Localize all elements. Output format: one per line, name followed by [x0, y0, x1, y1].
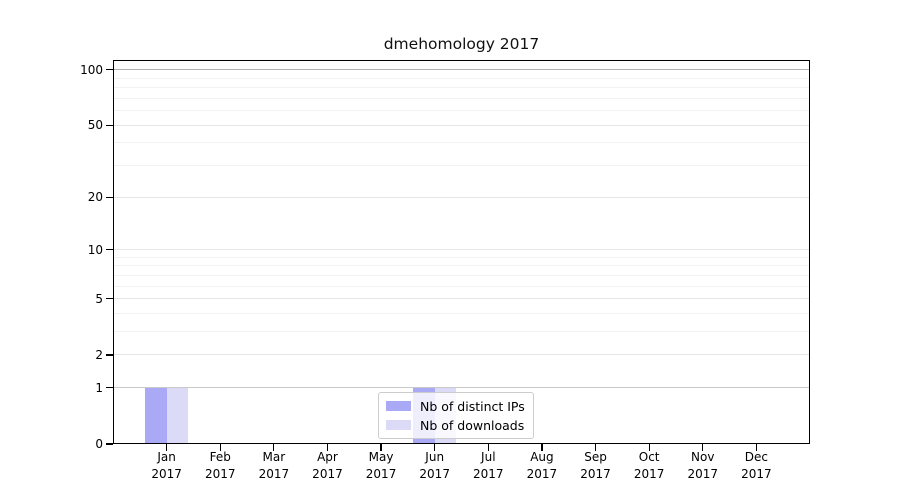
y-minor-gridline	[113, 256, 810, 258]
x-tick-mark	[380, 444, 382, 451]
y-tick-label: 100	[80, 62, 103, 77]
x-tick-mark	[648, 444, 650, 451]
x-tick-label: Aug 2017	[526, 450, 558, 481]
y-tick-mark	[106, 69, 113, 71]
x-tick-label: Dec 2017	[741, 450, 772, 481]
x-tick-label: Sep 2017	[580, 450, 611, 481]
x-tick-mark	[594, 444, 597, 451]
x-tick-mark	[541, 444, 543, 451]
y-tick-label: 0	[95, 437, 103, 451]
y-tick-mark	[106, 354, 113, 356]
x-tick-mark	[434, 444, 436, 451]
y-tick-label: 50	[87, 118, 103, 133]
y-tick-label: 20	[87, 190, 103, 205]
legend: Nb of distinct IPs Nb of downloads	[378, 392, 534, 439]
y-major-gridline	[113, 354, 810, 356]
bars-layer	[113, 60, 810, 444]
y-tick-mark	[106, 248, 113, 251]
bar-nb-of-distinct-ips	[145, 387, 167, 444]
legend-entry: Nb of downloads	[386, 417, 525, 433]
y-minor-gridline	[113, 110, 810, 112]
x-tick-mark	[487, 444, 489, 451]
y-minor-gridline	[113, 265, 810, 267]
y-minor-gridline	[113, 274, 810, 276]
y-major-gridline	[113, 196, 810, 198]
x-tick-mark	[702, 444, 704, 451]
y-major-gridline	[113, 249, 810, 251]
y-minor-gridline	[113, 165, 810, 167]
y-major-gridline	[113, 69, 810, 71]
legend-entry: Nb of distinct IPs	[386, 398, 525, 414]
legend-swatch	[386, 420, 411, 430]
x-tick-label: Apr 2017	[312, 450, 343, 481]
gridlines-layer	[113, 60, 810, 444]
x-tick-mark	[165, 444, 168, 451]
y-major-gridline	[113, 387, 810, 389]
y-tick-mark	[106, 298, 113, 300]
y-major-gridline	[113, 298, 810, 300]
y-minor-gridline	[113, 313, 810, 314]
bar-nb-of-downloads	[166, 387, 189, 444]
x-tick-mark	[219, 444, 221, 451]
y-minor-gridline	[113, 77, 810, 79]
y-tick-mark	[106, 124, 113, 126]
y-minor-gridline	[113, 87, 810, 89]
chart-title: dmehomology 2017	[383, 35, 540, 53]
y-tick-mark	[106, 443, 113, 445]
x-tick-label: Jun 2017	[419, 450, 450, 481]
x-tick-label: Jul 2017	[473, 450, 504, 481]
y-minor-gridline	[113, 331, 810, 333]
y-tick-mark	[106, 196, 113, 198]
y-tick-label: 2	[95, 347, 103, 362]
x-tick-mark	[755, 444, 758, 451]
y-tick-label: 10	[87, 242, 103, 257]
x-tick-label: May 2017	[365, 450, 397, 481]
y-tick-mark	[106, 387, 113, 389]
x-tick-label: Jan 2017	[151, 450, 182, 481]
y-minor-gridline	[113, 142, 810, 144]
legend-label: Nb of distinct IPs	[420, 398, 525, 414]
y-minor-gridline	[113, 97, 810, 99]
x-tick-label: Nov 2017	[687, 450, 719, 481]
y-major-gridline	[113, 124, 810, 126]
x-tick-label: Feb 2017	[204, 450, 236, 481]
y-minor-gridline	[113, 285, 810, 287]
legend-label: Nb of downloads	[420, 417, 525, 433]
x-tick-mark	[273, 444, 275, 451]
y-tick-label: 5	[95, 291, 103, 306]
legend-swatch	[386, 401, 411, 411]
x-tick-mark	[326, 444, 329, 451]
y-tick-label: 1	[95, 380, 103, 395]
x-tick-label: Mar 2017	[258, 450, 290, 481]
x-tick-label: Oct 2017	[633, 450, 665, 481]
